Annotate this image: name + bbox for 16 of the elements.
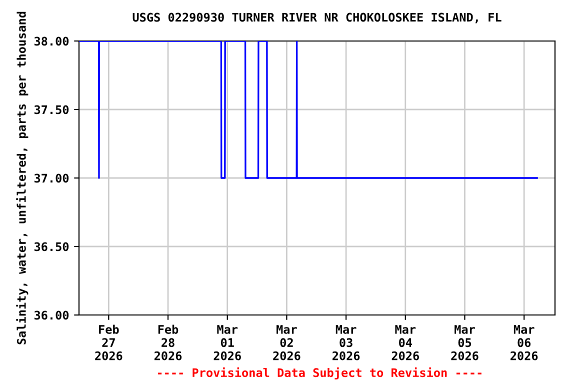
x-tick-label: Mar 01 2026 (214, 325, 241, 360)
y-axis-title: Salinity, water, unfiltered, parts per thousand (16, 12, 28, 344)
y-tick-label: 36.50 (34, 242, 69, 252)
x-tick-label: Mar 03 2026 (332, 325, 360, 360)
x-tick-label: Mar 05 2026 (451, 325, 478, 360)
text: ---- Provisional Data Subject to Revision ---- (158, 367, 482, 380)
y-tick-label: 37.50 (34, 105, 69, 114)
x-tick-label: Mar 04 2026 (392, 325, 419, 360)
x-tick-label: Mar 06 2026 (510, 325, 538, 360)
x-tick-label: Feb 28 2026 (154, 324, 182, 360)
y-tick-label: 37.00 (34, 174, 69, 183)
chart-title: USGS 02290930 TURNER RIVER NR CHOKOLOSKEE ISLAND, FL (132, 12, 502, 24)
x-tick-label: Mar 02 2026 (273, 325, 300, 360)
y-tick-label: 38.00 (34, 36, 69, 46)
y-tick-label: 36.00 (34, 310, 69, 320)
x-tick-label: Feb 27 2026 (95, 324, 122, 360)
